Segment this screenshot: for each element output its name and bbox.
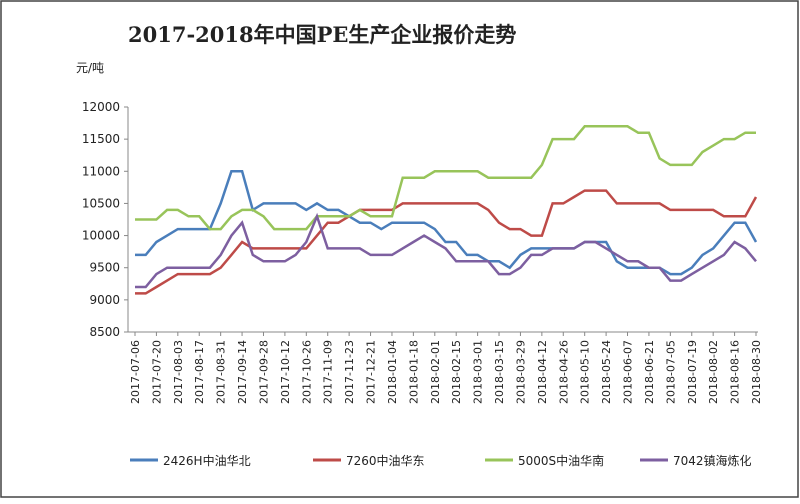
legend-label: 5000S中油华南 bbox=[518, 453, 604, 468]
x-tick-label: 2018-03-15 bbox=[493, 340, 506, 404]
y-tick-label: 12000 bbox=[82, 100, 120, 114]
x-tick-label: 2018-05-10 bbox=[579, 340, 592, 404]
x-tick-label: 2018-08-16 bbox=[729, 340, 742, 404]
x-tick-label: 2017-08-03 bbox=[172, 340, 185, 404]
y-tick-label: 10000 bbox=[82, 229, 120, 243]
x-tick-label: 2017-10-26 bbox=[300, 340, 313, 404]
y-tick-label: 11500 bbox=[82, 132, 120, 146]
series-line bbox=[135, 125, 756, 231]
x-tick-label: 2018-05-24 bbox=[600, 340, 613, 404]
y-tick-label: 11000 bbox=[82, 164, 120, 178]
y-tick-label: 9000 bbox=[89, 293, 120, 307]
x-tick-label: 2018-07-05 bbox=[664, 340, 677, 404]
series-line bbox=[135, 189, 758, 295]
x-tick-label: 2018-02-01 bbox=[429, 340, 442, 404]
x-tick-label: 2017-09-14 bbox=[236, 340, 249, 404]
x-tick-label: 2017-08-31 bbox=[215, 340, 228, 404]
x-tick-label: 2018-08-02 bbox=[707, 340, 720, 404]
x-tick-label: 2018-01-04 bbox=[386, 340, 399, 404]
legend-label: 7260中油华东 bbox=[346, 453, 425, 468]
x-tick-label: 2017-12-21 bbox=[365, 340, 378, 404]
y-tick-label: 10500 bbox=[82, 196, 120, 210]
x-tick-label: 2018-06-07 bbox=[622, 340, 635, 404]
series-line bbox=[135, 212, 757, 289]
x-tick-label: 2018-04-12 bbox=[536, 340, 549, 404]
y-axis-label: 元/吨 bbox=[76, 61, 104, 75]
x-tick-label: 2018-03-29 bbox=[514, 340, 527, 404]
x-tick-label: 2017-10-12 bbox=[279, 340, 292, 404]
x-tick-label: 2017-11-09 bbox=[322, 340, 335, 404]
x-tick-label: 2017-11-23 bbox=[343, 340, 356, 404]
x-tick-label: 2018-06-21 bbox=[643, 340, 656, 404]
x-tick-label: 2017-08-17 bbox=[193, 340, 206, 404]
x-tick-label: 2017-09-28 bbox=[257, 340, 270, 404]
x-tick-label: 2018-07-19 bbox=[686, 340, 699, 404]
x-tick-label: 2018-04-26 bbox=[557, 340, 570, 404]
x-tick-label: 2018-08-30 bbox=[750, 340, 763, 404]
legend-label: 2426H中油华北 bbox=[163, 453, 251, 468]
legend-label: 7042镇海炼化 bbox=[673, 453, 752, 468]
x-tick-label: 2018-01-18 bbox=[407, 340, 420, 404]
y-tick-label: 9500 bbox=[89, 261, 120, 275]
chart-title: 2017-2018年中国PE生产企业报价走势 bbox=[128, 22, 516, 47]
x-tick-label: 2017-07-20 bbox=[150, 340, 163, 404]
x-tick-label: 2018-03-01 bbox=[472, 340, 485, 404]
y-tick-label: 8500 bbox=[89, 325, 120, 339]
x-tick-label: 2017-07-06 bbox=[129, 340, 142, 404]
x-tick-label: 2018-02-15 bbox=[450, 340, 463, 404]
